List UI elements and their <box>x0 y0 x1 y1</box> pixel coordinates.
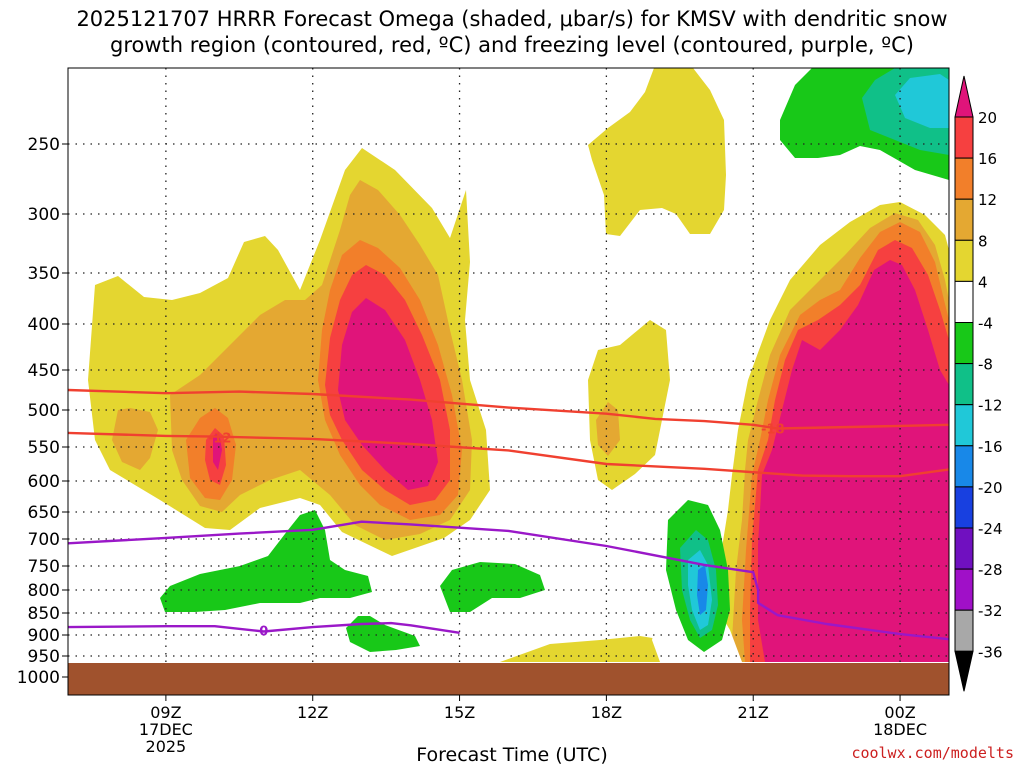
omega-gt20-east <box>758 260 949 662</box>
omega-m16-m20-20z <box>697 565 708 615</box>
omega-gt20-west <box>213 432 222 470</box>
colorbar-segment--4_4 <box>954 280 974 323</box>
x-tick-label-9-0: 09Z <box>150 703 181 722</box>
colorbar-top-triangle <box>954 75 974 118</box>
colorbar-segment-8_12 <box>954 198 974 241</box>
colorbar-segment--8_-4 <box>954 322 974 365</box>
omega-m12-m16-upper-east <box>895 74 949 128</box>
plot-frame <box>67 67 950 696</box>
x-tick-label-15-0: 15Z <box>444 703 475 722</box>
colorbar: 20 16 12 8 4 -4 -8 -12 -16 -20 -24 -28 -32 -36 <box>954 75 1003 692</box>
y-tick-label-900: 900 <box>28 626 60 646</box>
y-tick-label-600: 600 <box>28 472 60 492</box>
x-tick-label-24-0: 00Z <box>884 703 915 722</box>
colorbar-label--28: -28 <box>978 561 1003 579</box>
y-tick-label-850: 850 <box>28 604 60 624</box>
y-tick-label-350: 350 <box>28 264 60 284</box>
y-tick-label-500: 500 <box>28 401 60 421</box>
y-tick-label-800: 800 <box>28 581 60 601</box>
chart-title: 2025121707 HRRR Forecast Omega (shaded, … <box>0 6 1024 58</box>
colorbar-segment--24_-20 <box>954 486 974 529</box>
colorbar-bottom-triangle <box>954 650 974 692</box>
title-line-2: growth region (contoured, red, ºC) and f… <box>110 33 914 57</box>
colorbar-segment--28_-24 <box>954 527 974 570</box>
colorbar-segment--12_-8 <box>954 363 974 406</box>
x-tick-label-21-0: 21Z <box>738 703 769 722</box>
ground-fill <box>68 663 949 695</box>
omega-m4-m8-mid-low <box>440 562 545 612</box>
colorbar-label--16: -16 <box>978 438 1003 456</box>
colorbar-segment--20_-16 <box>954 445 974 488</box>
omega-m4-m8-west-low <box>160 510 372 612</box>
y-tick-label-700: 700 <box>28 530 60 550</box>
title-line-1: 2025121707 HRRR Forecast Omega (shaded, … <box>76 7 948 31</box>
colorbar-segment-12_16 <box>954 157 974 200</box>
colorbar-label--32: -32 <box>978 602 1003 620</box>
colorbar-label--8: -8 <box>978 356 993 374</box>
y-tick-label-250: 250 <box>28 135 60 155</box>
x-tick-label-18-0: 18Z <box>591 703 622 722</box>
omega-8-12-west <box>112 408 158 470</box>
omega-shading <box>88 68 949 662</box>
colorbar-label-12: 12 <box>978 191 997 209</box>
y-tick-label-400: 400 <box>28 315 60 335</box>
contour-freezing-level-lower <box>67 621 460 634</box>
credit-link[interactable]: coolwx.com/modelts <box>851 744 1014 762</box>
x-axis-label: Forecast Time (UTC) <box>416 744 608 766</box>
contour-dgz-upper <box>67 388 950 430</box>
contour-label--18: -18 <box>761 423 785 438</box>
contour-label-0: 0 <box>259 625 268 640</box>
y-tick-label-950: 950 <box>28 647 60 667</box>
y-tick-label-650: 650 <box>28 503 60 523</box>
colorbar-label-4: 4 <box>978 273 988 291</box>
contour-dgz-lower <box>67 431 950 478</box>
colorbar-label--36: -36 <box>978 643 1003 661</box>
colorbar-label--4: -4 <box>978 315 993 333</box>
y-tick-label-750: 750 <box>28 557 60 577</box>
axes: 2503003504004505005506006507007508008509… <box>17 135 927 756</box>
colorbar-label--24: -24 <box>978 520 1003 538</box>
contour-lines: -12 -18 0 <box>67 388 950 641</box>
colorbar-segment--36_-32 <box>954 609 974 652</box>
colorbar-segment-4_8 <box>954 239 974 282</box>
omega-4-8-upper-mid <box>588 68 726 236</box>
colorbar-segment-16_20 <box>954 116 974 159</box>
x-tick-label-9-1: 17DEC <box>139 720 193 739</box>
contour-freezing-level <box>67 520 950 641</box>
x-tick-label-9-2: 2025 <box>146 737 187 756</box>
contour-label--12: -12 <box>208 431 232 446</box>
colorbar-label--20: -20 <box>978 479 1003 497</box>
colorbar-label-8: 8 <box>978 232 988 250</box>
colorbar-label-16: 16 <box>978 150 997 168</box>
y-tick-label-550: 550 <box>28 438 60 458</box>
x-tick-label-12-0: 12Z <box>297 703 328 722</box>
colorbar-label-20: 20 <box>978 109 997 127</box>
y-tick-label-300: 300 <box>28 205 60 225</box>
colorbar-label--12: -12 <box>978 397 1003 415</box>
pressure-gridlines <box>68 68 949 663</box>
colorbar-segment--32_-28 <box>954 568 974 611</box>
y-tick-label-1000: 1000 <box>17 668 60 688</box>
colorbar-segment--16_-12 <box>954 404 974 447</box>
x-tick-label-24-1: 18DEC <box>873 720 927 739</box>
y-tick-label-450: 450 <box>28 361 60 381</box>
